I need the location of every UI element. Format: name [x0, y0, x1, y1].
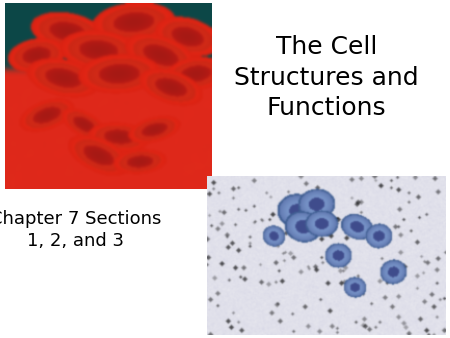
Text: The Cell
Structures and
Functions: The Cell Structures and Functions — [234, 35, 418, 120]
Text: Chapter 7 Sections
1, 2, and 3: Chapter 7 Sections 1, 2, and 3 — [0, 210, 161, 250]
